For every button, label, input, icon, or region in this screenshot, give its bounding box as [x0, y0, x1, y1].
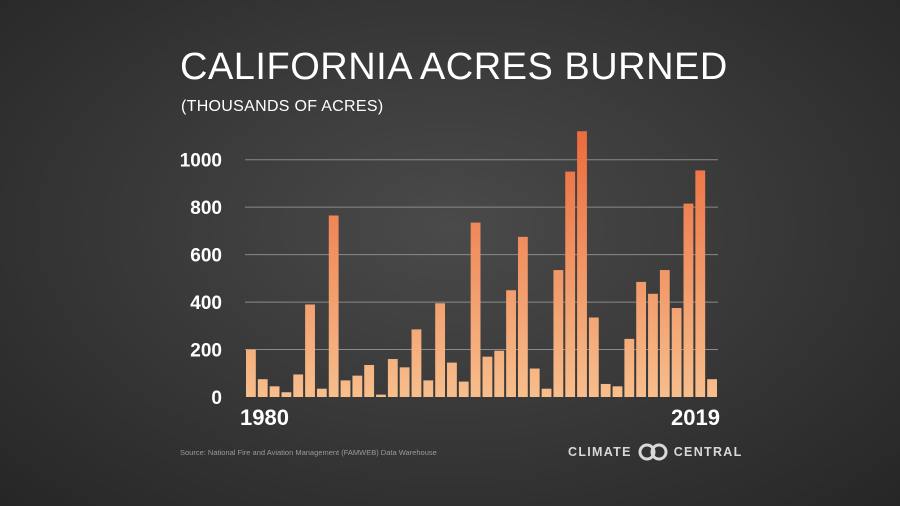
bar-1982 — [269, 386, 280, 397]
brand-text-climate: CLIMATE — [568, 445, 632, 459]
x-axis-ticks: 1980 2019 — [240, 405, 720, 430]
y-tick-label: 400 — [190, 293, 222, 314]
y-tick-label: 0 — [211, 388, 222, 409]
bar-2004 — [529, 368, 540, 397]
chart-title: CALIFORNIA ACRES BURNED — [180, 46, 728, 88]
x-tick-label-last: 2019 — [671, 405, 720, 430]
bar-1980 — [246, 349, 256, 397]
brand-rings-icon — [638, 443, 668, 461]
bar-2010 — [600, 383, 611, 397]
bar-2018 — [695, 170, 706, 397]
bar-1981 — [257, 379, 268, 397]
brand-logo: CLIMATE CENTRAL — [568, 442, 743, 462]
bar-2003 — [517, 236, 528, 397]
bar-2017 — [683, 203, 694, 397]
bar-2005 — [541, 388, 552, 397]
bar-1997 — [447, 362, 457, 397]
bars — [246, 131, 717, 397]
y-tick-label: 200 — [190, 341, 222, 362]
bar-2016 — [671, 308, 682, 397]
bar-1992 — [387, 359, 398, 397]
bar-1985 — [305, 304, 315, 397]
bar-2007 — [565, 171, 576, 397]
y-tick-label: 600 — [190, 246, 222, 267]
bar-1988 — [340, 380, 351, 397]
bar-2012 — [624, 338, 635, 397]
bar-1991 — [376, 394, 386, 397]
bar-1986 — [316, 388, 327, 397]
bar-2019 — [707, 379, 717, 397]
bar-2008 — [577, 131, 587, 397]
bar-1989 — [352, 375, 363, 397]
bar-2000 — [482, 356, 493, 397]
bar-1998 — [458, 381, 469, 397]
bar-2011 — [612, 386, 623, 397]
bar-1999 — [470, 222, 481, 397]
bar-2014 — [648, 293, 658, 397]
chart-subtitle: (THOUSANDS OF ACRES) — [181, 98, 384, 115]
y-tick-label: 1000 — [180, 151, 222, 172]
bar-1994 — [411, 329, 422, 397]
bar-2015 — [659, 270, 670, 397]
bar-2013 — [636, 281, 647, 397]
bar-1993 — [399, 367, 410, 397]
grid-lines — [245, 159, 718, 351]
bar-1996 — [435, 303, 446, 397]
bar-2006 — [553, 270, 564, 397]
bar-1987 — [328, 215, 339, 397]
bar-1995 — [423, 380, 434, 397]
bar-2009 — [588, 317, 599, 397]
bar-1984 — [293, 374, 304, 397]
y-tick-label: 800 — [190, 198, 222, 219]
x-tick-label-first: 1980 — [240, 405, 289, 430]
bar-2002 — [506, 290, 516, 397]
source-note: Source: National Fire and Aviation Manag… — [180, 448, 437, 457]
bar-2001 — [494, 350, 505, 397]
brand-text-central: CENTRAL — [673, 445, 743, 459]
bar-1990 — [364, 364, 375, 397]
y-axis-ticks: 0 200 400 600 800 1000 — [180, 151, 222, 409]
bar-1983 — [281, 392, 292, 397]
